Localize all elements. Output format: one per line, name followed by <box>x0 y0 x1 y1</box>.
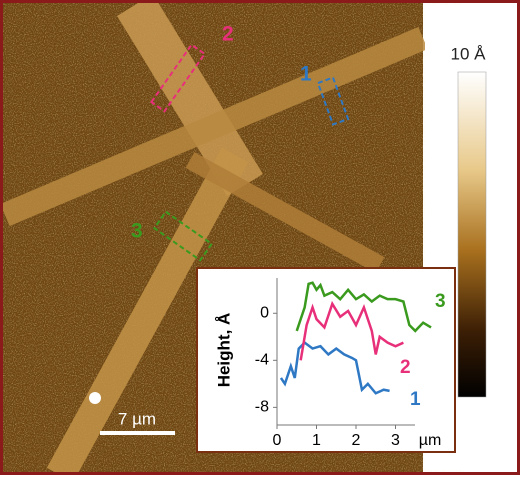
x-axis-label: µm <box>419 432 442 449</box>
region-label: 3 <box>131 220 143 243</box>
colorbar-label: 10 Å <box>451 44 487 63</box>
x-tick-label: 0 <box>273 432 282 449</box>
series-label: 3 <box>435 291 446 312</box>
region-label: 1 <box>300 63 312 86</box>
fiber <box>46 147 249 480</box>
inset <box>196 267 456 453</box>
series-label: 1 <box>410 389 421 410</box>
fiber <box>185 152 385 273</box>
y-tick-label: -4 <box>255 352 269 369</box>
y-tick-label: 0 <box>260 304 269 321</box>
x-tick-label: 1 <box>312 432 321 449</box>
colorbar <box>457 71 487 398</box>
region-box <box>149 43 207 113</box>
data-line <box>299 300 404 361</box>
series-label: 2 <box>400 357 411 378</box>
scale-bar-label: 7 µm <box>118 409 156 428</box>
x-tick-label: 2 <box>352 432 361 449</box>
y-axis-label: Height, Å <box>214 313 233 388</box>
region-box <box>152 210 214 262</box>
x-tick-label: 3 <box>391 432 400 449</box>
fiber <box>0 26 428 227</box>
region-label: 2 <box>222 23 234 46</box>
particle <box>89 392 101 404</box>
afm-image: 1 2 3 7 µm <box>0 0 428 480</box>
data-line <box>279 341 390 395</box>
y-tick-label: -8 <box>255 399 269 416</box>
data-line <box>295 281 432 333</box>
